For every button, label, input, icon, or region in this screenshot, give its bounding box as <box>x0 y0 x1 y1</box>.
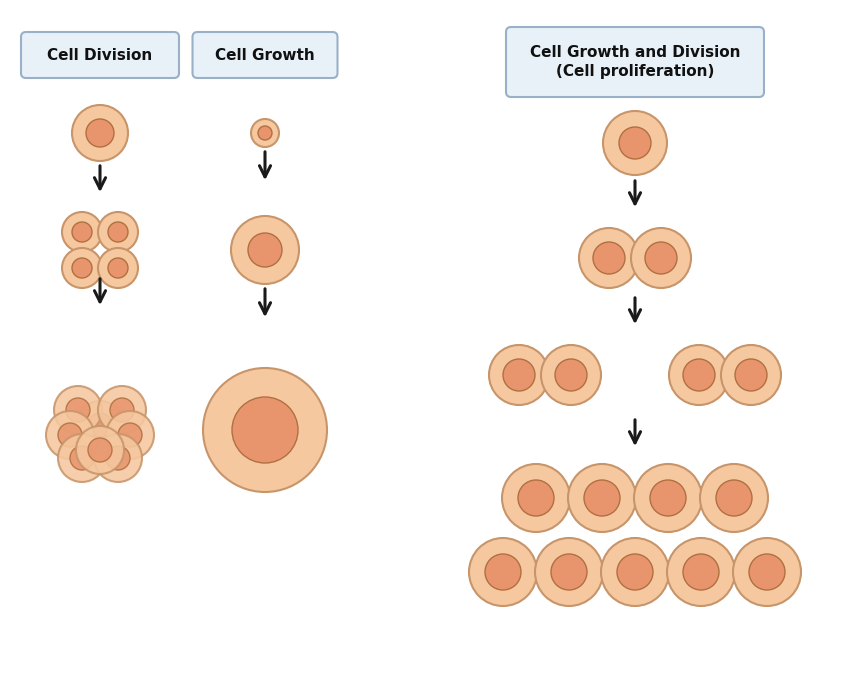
FancyBboxPatch shape <box>193 32 338 78</box>
Circle shape <box>601 538 669 606</box>
Circle shape <box>66 398 90 422</box>
Circle shape <box>110 398 134 422</box>
Circle shape <box>631 228 691 288</box>
Circle shape <box>733 538 801 606</box>
Circle shape <box>749 554 785 590</box>
Circle shape <box>716 480 752 516</box>
Circle shape <box>72 258 92 278</box>
Circle shape <box>555 359 587 391</box>
Circle shape <box>258 126 272 140</box>
Circle shape <box>72 222 92 242</box>
Circle shape <box>650 480 686 516</box>
Circle shape <box>735 359 767 391</box>
Text: Cell Growth and Division
(Cell proliferation): Cell Growth and Division (Cell prolifera… <box>530 45 740 79</box>
Circle shape <box>593 242 625 274</box>
Circle shape <box>98 386 146 434</box>
Circle shape <box>667 538 735 606</box>
Circle shape <box>62 212 102 252</box>
Circle shape <box>88 413 112 437</box>
Circle shape <box>203 368 327 492</box>
FancyBboxPatch shape <box>21 32 179 78</box>
Circle shape <box>118 423 142 447</box>
Circle shape <box>108 258 128 278</box>
Circle shape <box>541 345 601 405</box>
Circle shape <box>94 434 142 482</box>
Circle shape <box>617 554 653 590</box>
Circle shape <box>485 554 521 590</box>
Circle shape <box>98 248 138 288</box>
Circle shape <box>72 105 128 161</box>
Circle shape <box>669 345 729 405</box>
Text: Cell Growth: Cell Growth <box>215 48 314 63</box>
Circle shape <box>58 423 82 447</box>
Circle shape <box>683 554 719 590</box>
Circle shape <box>54 386 102 434</box>
Circle shape <box>251 119 279 147</box>
Circle shape <box>535 538 603 606</box>
Circle shape <box>248 233 282 267</box>
Circle shape <box>568 464 636 532</box>
Circle shape <box>700 464 768 532</box>
Circle shape <box>518 480 554 516</box>
Circle shape <box>579 228 639 288</box>
Circle shape <box>86 119 114 147</box>
Circle shape <box>231 216 299 284</box>
Circle shape <box>634 464 702 532</box>
Circle shape <box>46 411 94 459</box>
Circle shape <box>489 345 549 405</box>
Circle shape <box>683 359 715 391</box>
Circle shape <box>619 127 651 159</box>
Circle shape <box>58 434 106 482</box>
Circle shape <box>88 438 112 462</box>
Circle shape <box>551 554 587 590</box>
Circle shape <box>106 411 154 459</box>
Circle shape <box>106 446 130 470</box>
Circle shape <box>70 446 94 470</box>
FancyBboxPatch shape <box>506 27 764 97</box>
Circle shape <box>721 345 781 405</box>
Circle shape <box>76 426 124 474</box>
Circle shape <box>108 222 128 242</box>
Text: Cell Division: Cell Division <box>48 48 153 63</box>
Circle shape <box>98 212 138 252</box>
Circle shape <box>469 538 537 606</box>
Circle shape <box>232 397 298 463</box>
Circle shape <box>503 359 535 391</box>
Circle shape <box>584 480 620 516</box>
Circle shape <box>645 242 677 274</box>
Circle shape <box>76 401 124 449</box>
Circle shape <box>502 464 570 532</box>
Circle shape <box>62 248 102 288</box>
Circle shape <box>603 111 667 175</box>
